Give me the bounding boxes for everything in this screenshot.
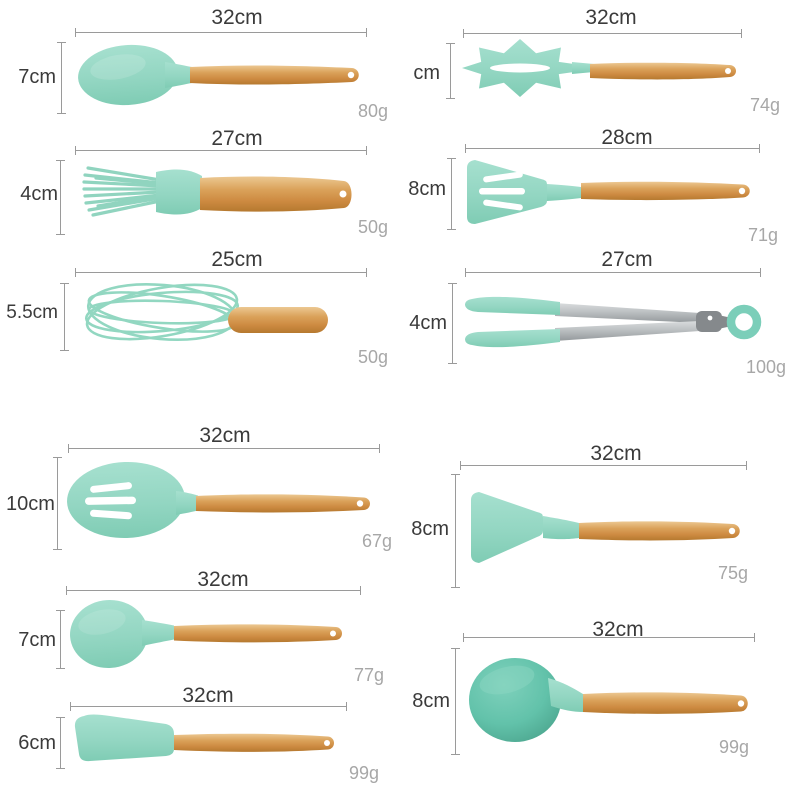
width-dimension-line [463,29,742,38]
height-dimension-line [451,648,460,755]
height-dimension-label: 8cm [411,518,449,540]
height-dimension-line [57,42,66,114]
width-dimension-label: 32cm [197,568,249,591]
height-dimension-line [56,610,65,669]
weight-label: 99g [718,737,749,757]
height-dimension-line [448,283,457,364]
width-dimension-line [75,146,367,155]
height-dimension-label: 4cm [409,312,447,334]
weight-label: 67g [361,531,392,551]
height-dimension-line [446,43,455,99]
solid-turner-illustration [471,492,740,563]
weight-label: 75g [717,563,748,583]
height-dimension-line [53,457,62,550]
width-dimension-line [465,144,760,153]
height-dimension-label: 8cm [408,178,446,200]
width-dimension-label: 25cm [211,248,263,271]
width-dimension-label: 32cm [199,424,251,447]
weight-label: 71g [747,225,778,245]
height-dimension-line [60,283,69,351]
width-dimension-line [75,268,367,277]
weight-label: 99g [348,763,379,783]
weight-label: 74g [749,95,780,115]
spatula-scraper-illustration [74,714,334,762]
height-dimension-line [451,474,460,588]
whisk-illustration [84,283,328,341]
height-dimension-label: 7cm [18,629,56,651]
weight-label: 100g [745,357,786,377]
width-dimension-line [465,268,761,277]
height-dimension-line [447,158,456,230]
width-dimension-label: 32cm [590,442,642,465]
basting-brush-illustration [82,166,352,217]
width-dimension-line [68,444,380,453]
weight-label: 77g [353,665,384,685]
weight-label: 50g [357,347,388,367]
tongs-illustration [465,296,762,348]
ladle-illustration [469,658,748,742]
weight-label: 50g [357,217,388,237]
height-dimension-line [56,160,65,235]
deep-spoon-illustration [70,599,342,669]
width-dimension-line [66,586,361,595]
width-dimension-line [463,633,755,642]
width-dimension-line [460,461,747,470]
height-dimension-label: cm [413,62,440,84]
width-dimension-label: 32cm [585,6,637,29]
width-dimension-line [70,702,347,711]
height-dimension-label: 10cm [6,493,55,515]
slotted-turner-illustration [467,160,750,224]
solid-spoon-illustration [78,44,359,106]
height-dimension-label: 7cm [18,66,56,88]
height-dimension-label: 8cm [412,690,450,712]
height-dimension-line [56,717,65,769]
width-dimension-line [75,28,367,37]
width-dimension-label: 32cm [211,6,263,29]
slotted-spoon-illustration [67,461,370,539]
pasta-server-illustration [462,39,736,97]
width-dimension-label: 32cm [182,684,234,707]
width-dimension-label: 27cm [211,127,263,150]
width-dimension-label: 32cm [592,618,644,641]
width-dimension-label: 27cm [601,248,653,271]
height-dimension-label: 5.5cm [6,302,58,323]
width-dimension-label: 28cm [601,126,653,149]
height-dimension-label: 6cm [18,732,56,754]
height-dimension-label: 4cm [20,183,58,205]
weight-label: 80g [357,101,388,121]
